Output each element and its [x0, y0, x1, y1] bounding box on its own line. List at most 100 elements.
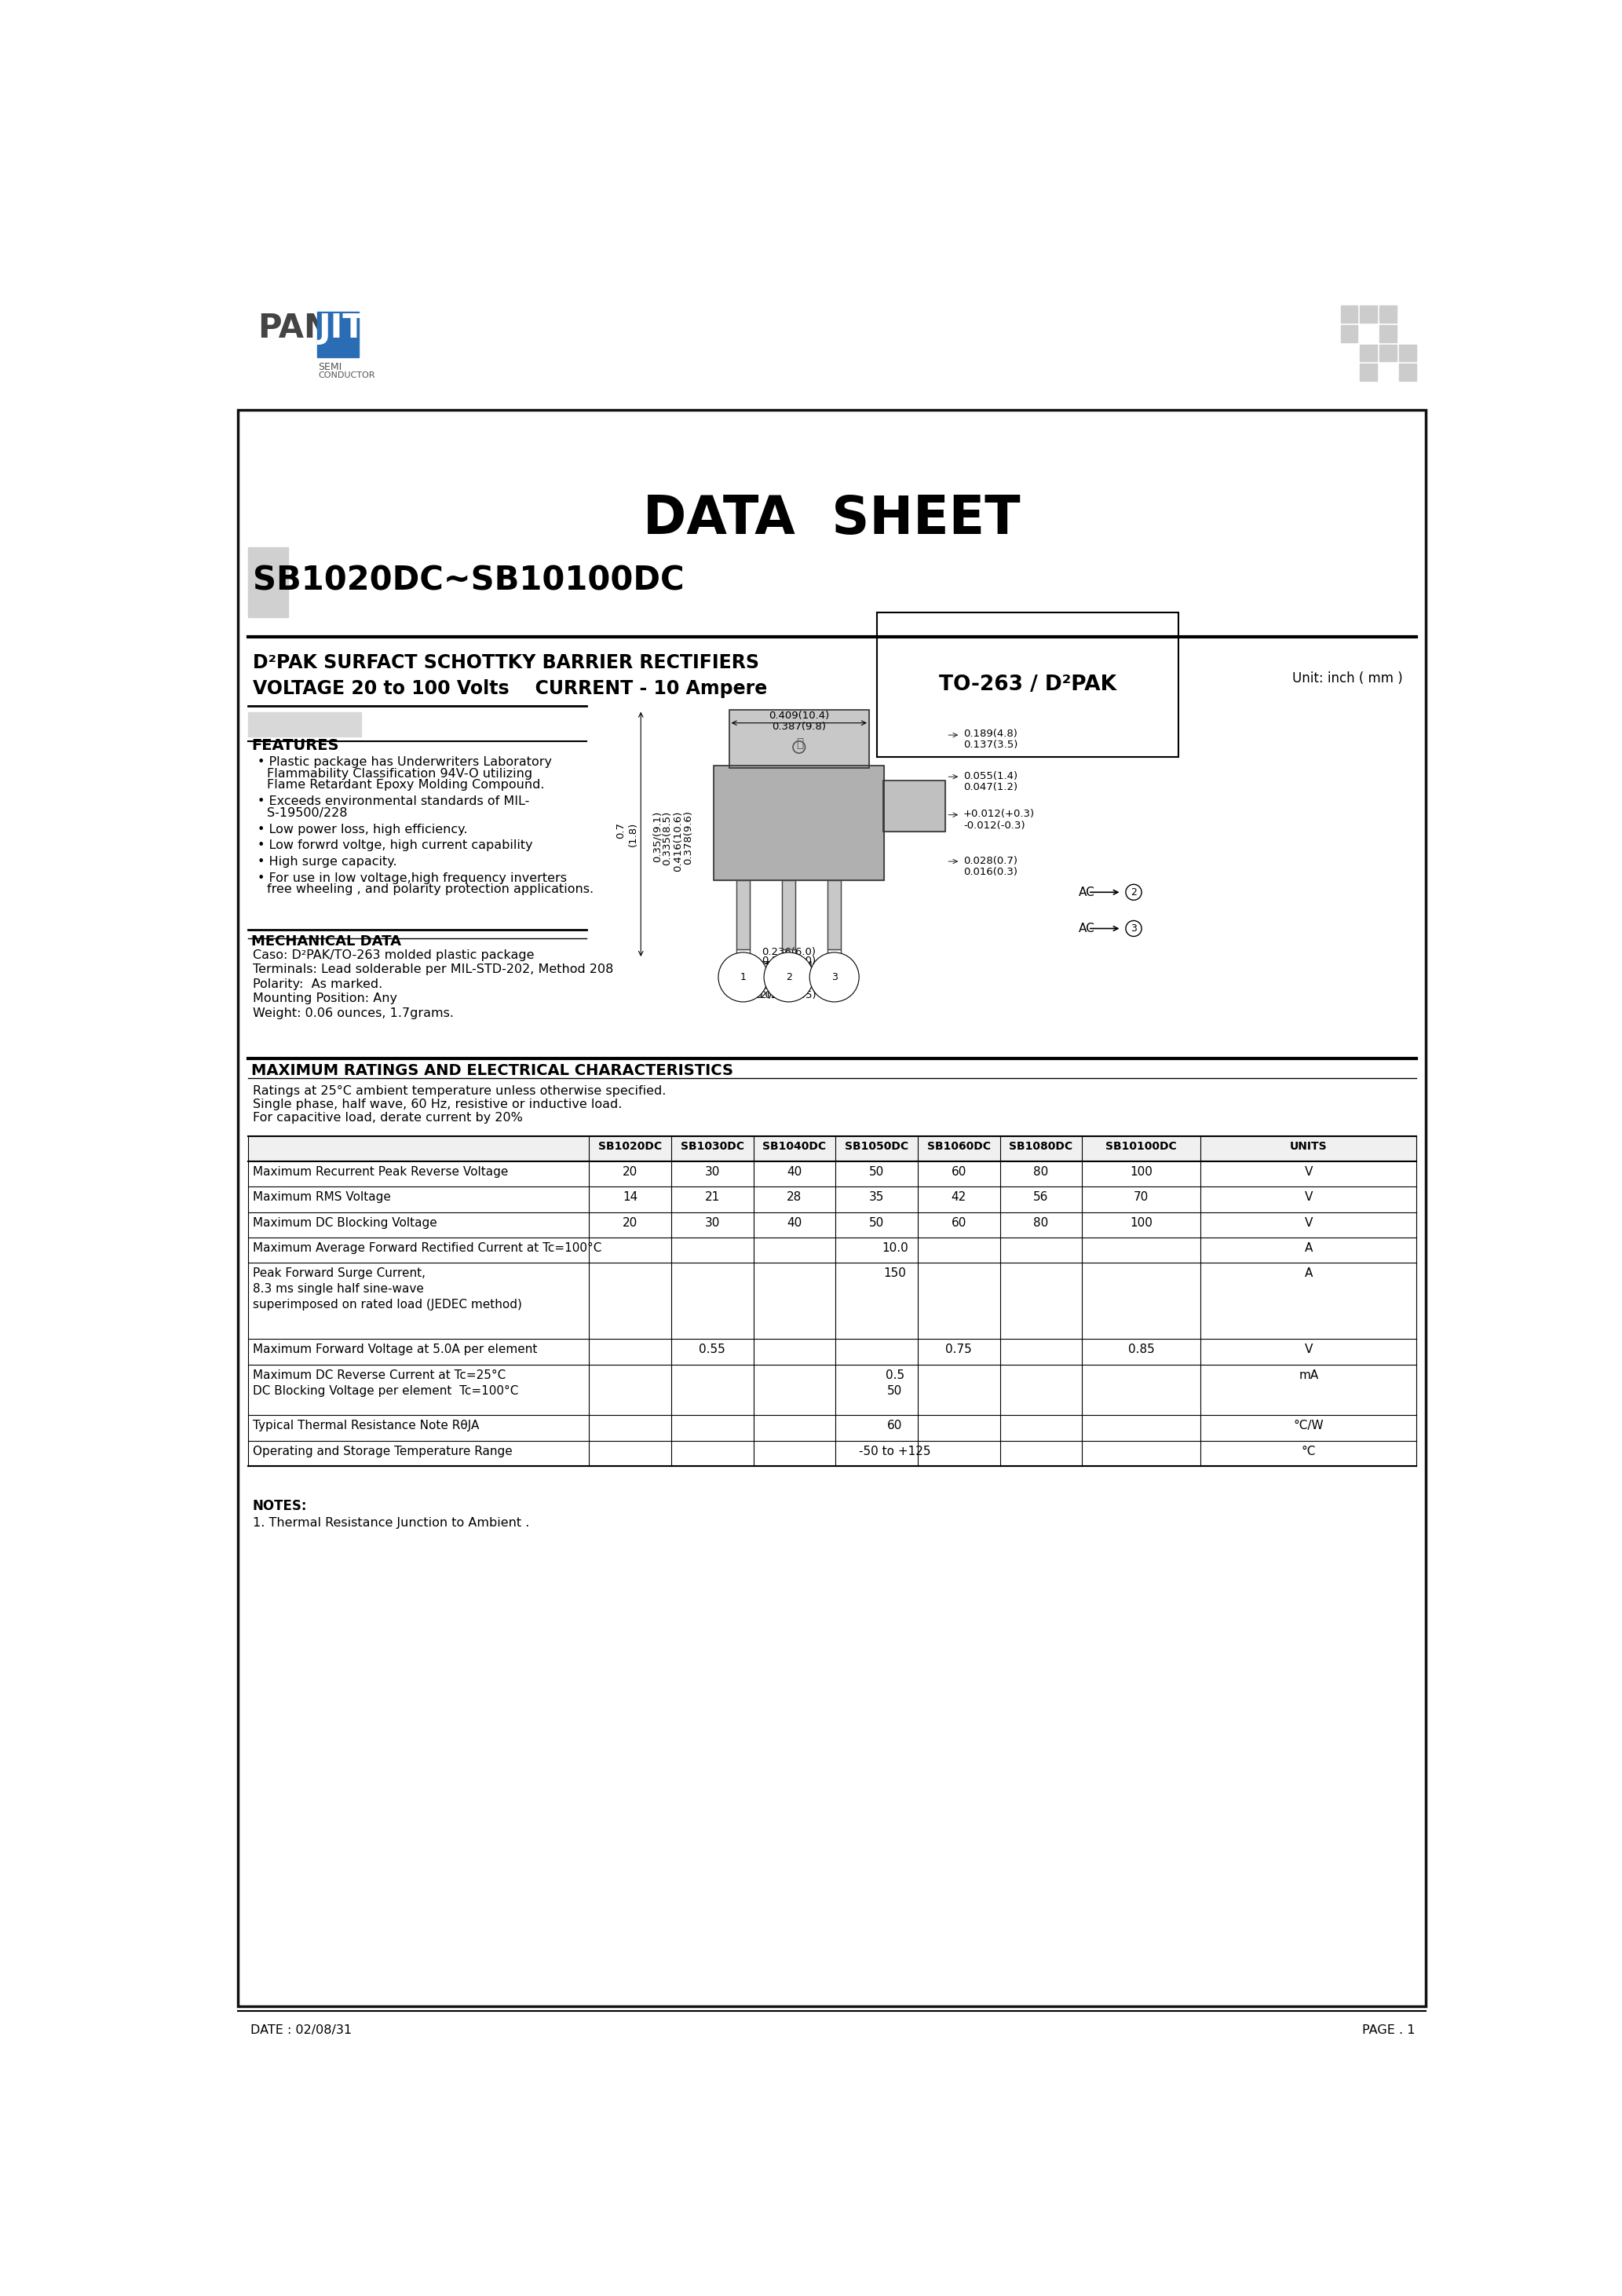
- Text: 0.75: 0.75: [946, 1343, 972, 1355]
- Text: 0.108(2.75): 0.108(2.75): [756, 983, 816, 992]
- Bar: [714, 765, 884, 879]
- Text: D²PAK SURFACT SCHOTTKY BARRIER RECTIFIERS: D²PAK SURFACT SCHOTTKY BARRIER RECTIFIER…: [253, 654, 759, 673]
- Text: NOTES:: NOTES:: [253, 1499, 307, 1513]
- Text: 0.335(8.5): 0.335(8.5): [662, 810, 673, 866]
- Text: Peak Forward Surge Current,
8.3 ms single half sine-wave
superimposed on rated l: Peak Forward Surge Current, 8.3 ms singl…: [253, 1267, 522, 1311]
- Text: V: V: [1304, 1343, 1312, 1355]
- Text: 30: 30: [704, 1217, 720, 1228]
- Text: • Low forwrd voltge, high current capability: • Low forwrd voltge, high current capabi…: [258, 840, 532, 852]
- Text: Maximum RMS Voltage: Maximum RMS Voltage: [253, 1192, 391, 1203]
- Bar: [318, 312, 358, 358]
- Bar: [248, 549, 289, 618]
- Text: Weight: 0.06 ounces, 1.7grams.: Weight: 0.06 ounces, 1.7grams.: [253, 1008, 454, 1019]
- Text: 30: 30: [704, 1166, 720, 1178]
- Text: SB1020DC: SB1020DC: [599, 1141, 662, 1153]
- Text: SB1020DC~SB10100DC: SB1020DC~SB10100DC: [253, 565, 684, 597]
- Bar: [1379, 344, 1397, 360]
- Text: AC: AC: [1079, 923, 1095, 934]
- Text: 0.35/(9.1): 0.35/(9.1): [652, 810, 662, 861]
- Text: 0.5
50: 0.5 50: [886, 1368, 905, 1396]
- Text: free wheeling , and polarity protection applications.: free wheeling , and polarity protection …: [266, 884, 594, 895]
- Text: CONDUCTOR: CONDUCTOR: [318, 372, 375, 379]
- Text: • High surge capacity.: • High surge capacity.: [258, 856, 397, 868]
- Text: For capacitive load, derate current by 20%: For capacitive load, derate current by 2…: [253, 1111, 522, 1123]
- Bar: [882, 781, 946, 831]
- Text: 20: 20: [623, 1166, 637, 1178]
- Text: 0.236(6.0): 0.236(6.0): [762, 946, 816, 957]
- Text: 0.108(2.75): 0.108(2.75): [736, 983, 798, 992]
- Text: 14: 14: [623, 1192, 637, 1203]
- Bar: [1359, 305, 1377, 324]
- Text: Maximum Recurrent Peak Reverse Voltage: Maximum Recurrent Peak Reverse Voltage: [253, 1166, 508, 1178]
- Text: TO-263 / D²PAK: TO-263 / D²PAK: [939, 675, 1116, 696]
- Bar: [1398, 363, 1416, 381]
- Text: 10.0: 10.0: [882, 1242, 908, 1254]
- Text: 100: 100: [1131, 1166, 1153, 1178]
- Text: 3: 3: [1131, 923, 1137, 934]
- Bar: [248, 712, 362, 737]
- Bar: [248, 1137, 1416, 1162]
- Text: DATE : 02/08/31: DATE : 02/08/31: [250, 2025, 352, 2037]
- Text: -50 to +125: -50 to +125: [860, 1446, 931, 1458]
- Text: 20: 20: [623, 1217, 637, 1228]
- Text: 60: 60: [950, 1166, 967, 1178]
- Text: 50: 50: [869, 1166, 884, 1178]
- Text: Ⓐ: Ⓐ: [796, 737, 805, 748]
- Text: 100: 100: [1131, 1217, 1153, 1228]
- Text: 0.039(1.0): 0.039(1.0): [743, 969, 798, 978]
- Text: A: A: [1304, 1242, 1312, 1254]
- Text: 2: 2: [785, 971, 792, 983]
- Text: • Low power loss, high efficiency.: • Low power loss, high efficiency.: [258, 824, 467, 836]
- Text: 0.409(10.4): 0.409(10.4): [769, 712, 829, 721]
- Text: 1. Thermal Resistance Junction to Ambient .: 1. Thermal Resistance Junction to Ambien…: [253, 1518, 529, 1529]
- Text: 40: 40: [787, 1166, 801, 1178]
- Text: 0.55: 0.55: [699, 1343, 725, 1355]
- Text: 0.7
(1.8): 0.7 (1.8): [616, 822, 637, 847]
- Text: 3: 3: [830, 971, 837, 983]
- Bar: [1359, 363, 1377, 381]
- Text: S-19500/228: S-19500/228: [266, 806, 347, 820]
- Text: PAGE . 1: PAGE . 1: [1362, 2025, 1414, 2037]
- Bar: [728, 709, 869, 769]
- Text: PAN: PAN: [258, 312, 331, 344]
- Text: SB1060DC: SB1060DC: [926, 1141, 991, 1153]
- Text: 0.055(1.4): 0.055(1.4): [743, 960, 798, 971]
- Text: 0.092(2.35): 0.092(2.35): [736, 990, 798, 1001]
- Text: 70: 70: [1134, 1192, 1148, 1203]
- Text: Terminals: Lead solderable per MIL-STD-202, Method 208: Terminals: Lead solderable per MIL-STD-2…: [253, 964, 613, 976]
- Text: 60: 60: [950, 1217, 967, 1228]
- Text: Polarity:  As marked.: Polarity: As marked.: [253, 978, 383, 990]
- Text: SB1030DC: SB1030DC: [681, 1141, 744, 1153]
- Bar: [736, 879, 749, 951]
- Text: V: V: [1304, 1192, 1312, 1203]
- Text: 50: 50: [869, 1217, 884, 1228]
- Text: 21: 21: [706, 1192, 720, 1203]
- Text: UNITS: UNITS: [1289, 1141, 1327, 1153]
- Text: 80: 80: [1033, 1166, 1048, 1178]
- Text: Maximum DC Blocking Voltage: Maximum DC Blocking Voltage: [253, 1217, 436, 1228]
- Bar: [782, 879, 795, 951]
- Bar: [1359, 344, 1377, 360]
- Text: °C/W: °C/W: [1293, 1419, 1324, 1433]
- Text: 0.028(0.7): 0.028(0.7): [963, 856, 1017, 866]
- Text: 0.85: 0.85: [1127, 1343, 1155, 1355]
- Text: Mounting Position: Any: Mounting Position: Any: [253, 992, 397, 1003]
- Text: Ratings at 25°C ambient temperature unless otherwise specified.: Ratings at 25°C ambient temperature unle…: [253, 1086, 667, 1097]
- Text: 0.189(4.8): 0.189(4.8): [963, 730, 1017, 739]
- Text: 42: 42: [950, 1192, 967, 1203]
- Text: SB1050DC: SB1050DC: [845, 1141, 908, 1153]
- Text: DATA  SHEET: DATA SHEET: [644, 494, 1020, 544]
- Text: Maximum DC Reverse Current at Tc=25°C
DC Blocking Voltage per element  Tc=100°C: Maximum DC Reverse Current at Tc=25°C DC…: [253, 1368, 519, 1396]
- Text: VOLTAGE 20 to 100 Volts    CURRENT - 10 Ampere: VOLTAGE 20 to 100 Volts CURRENT - 10 Amp…: [253, 680, 767, 698]
- Text: Maximum Average Forward Rectified Current at Tc=100°C: Maximum Average Forward Rectified Curren…: [253, 1242, 602, 1254]
- Bar: [1398, 344, 1416, 360]
- Text: AC: AC: [1079, 886, 1095, 898]
- Text: SB10100DC: SB10100DC: [1106, 1141, 1178, 1153]
- Text: A: A: [1304, 1267, 1312, 1279]
- Text: • Plastic package has Underwriters Laboratory: • Plastic package has Underwriters Labor…: [258, 755, 551, 767]
- Text: +0.012(+0.3): +0.012(+0.3): [963, 808, 1035, 820]
- Bar: [827, 879, 842, 951]
- Text: Unit: inch ( mm ): Unit: inch ( mm ): [1291, 670, 1403, 687]
- Text: SEMI: SEMI: [318, 363, 342, 372]
- Text: 150: 150: [884, 1267, 907, 1279]
